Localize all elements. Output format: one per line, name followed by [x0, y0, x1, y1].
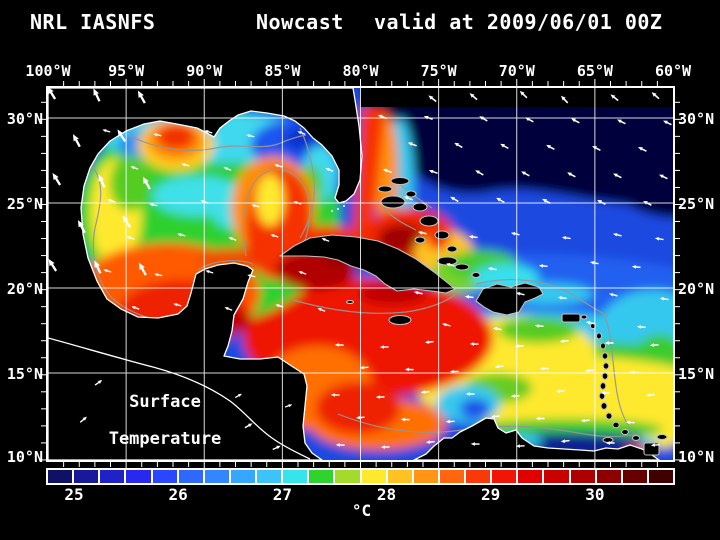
cayman-island — [345, 299, 355, 305]
lat-label-left: 20°N — [6, 280, 43, 298]
colorbar-swatch — [281, 470, 308, 483]
colorbar-tick-label: 27 — [272, 485, 292, 504]
title-product: Nowcast — [256, 10, 344, 34]
annotation-temperature: Temperature — [109, 429, 222, 449]
lat-label-left: 15°N — [6, 365, 43, 383]
lon-label: 100°W — [25, 62, 71, 80]
colorbar-swatch — [516, 470, 543, 483]
bahamas-banks — [377, 176, 481, 279]
colorbar-tick-label: 25 — [64, 485, 84, 504]
lat-label-left: 25°N — [6, 195, 43, 213]
colorbar-swatch — [490, 470, 517, 483]
colorbar-swatch — [150, 470, 177, 483]
lat-label-right: 10°N — [678, 448, 715, 466]
colorbar-swatch — [176, 470, 203, 483]
florida-keys — [331, 205, 345, 212]
colorbar-swatch — [124, 470, 151, 483]
lon-label: 60°W — [654, 62, 692, 80]
colorbar-tick-label: 28 — [376, 485, 397, 504]
colorbar-swatch — [464, 470, 491, 483]
lon-label: 80°W — [342, 62, 379, 80]
lon-label: 70°W — [498, 62, 535, 80]
lat-label-right: 20°N — [678, 280, 715, 298]
annotation-surface: Surface — [129, 392, 201, 412]
puerto-rico-island — [561, 313, 581, 323]
colorbar-swatch — [202, 470, 229, 483]
colorbar-unit-label: °C — [351, 501, 372, 520]
colorbar-swatch — [411, 470, 438, 483]
lat-label-left: 30°N — [6, 110, 43, 128]
colorbar-swatch — [542, 470, 569, 483]
map-annotation: Surface Temperature — [109, 392, 222, 449]
lon-label: 85°W — [264, 62, 301, 80]
colorbar-swatch — [437, 470, 464, 483]
title-valid-time: valid at 2009/06/01 00Z — [374, 10, 663, 34]
lat-label-right: 30°N — [678, 110, 715, 128]
pacific-coastline — [48, 337, 311, 460]
colorbar-tick-label: 26 — [168, 485, 188, 504]
colorbar-swatch — [620, 470, 647, 483]
colorbar-swatch — [48, 470, 73, 483]
colorbar-swatch — [307, 470, 334, 483]
grid-lines — [48, 88, 673, 460]
lesser-antilles-islands — [580, 314, 668, 456]
lat-label-right: 25°N — [678, 195, 715, 213]
colorbar-swatch — [255, 470, 282, 483]
sst-map-graphic: Surface Temperature — [48, 88, 673, 460]
colorbar-swatch — [568, 470, 595, 483]
lon-label: 75°W — [420, 62, 457, 80]
colorbar — [46, 468, 675, 485]
title-model: NRL IASNFS — [30, 10, 156, 34]
colorbar-swatch — [359, 470, 386, 483]
south-america-land — [413, 417, 660, 460]
colorbar-swatch — [72, 470, 99, 483]
lon-label: 95°W — [108, 62, 145, 80]
lat-label-left: 10°N — [6, 448, 43, 466]
colorbar-swatch — [646, 470, 673, 483]
colorbar-swatch — [385, 470, 412, 483]
lon-label: 65°W — [576, 62, 613, 80]
lat-label-right: 15°N — [678, 365, 715, 383]
colorbar-swatch — [98, 470, 125, 483]
colorbar-swatch — [228, 470, 255, 483]
trinidad-island — [643, 442, 660, 456]
colorbar-swatch — [333, 470, 360, 483]
colorbar-tick-label: 29 — [481, 485, 501, 504]
jamaica-island — [388, 314, 412, 326]
colorbar-swatch — [594, 470, 621, 483]
cuba-island — [279, 234, 456, 294]
colorbar-tick-label: 30 — [585, 485, 605, 504]
hispaniola-island — [475, 282, 544, 316]
map-frame: Surface Temperature — [46, 86, 675, 462]
lon-label: 90°W — [186, 62, 223, 80]
